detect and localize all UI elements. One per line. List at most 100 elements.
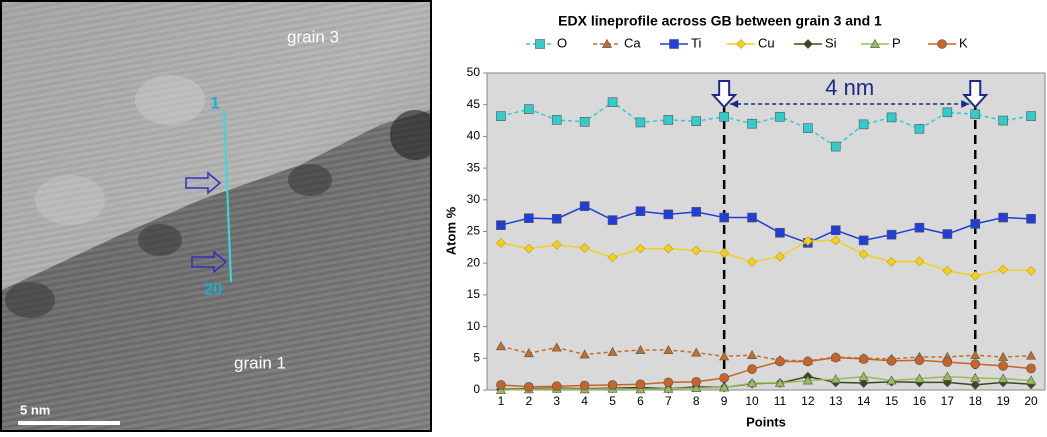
point bbox=[580, 381, 589, 390]
point bbox=[887, 230, 896, 239]
point bbox=[775, 357, 784, 366]
point bbox=[748, 213, 757, 222]
x-tick-label: 4 bbox=[581, 394, 588, 408]
y-axis-label: Atom % bbox=[443, 206, 458, 255]
point bbox=[552, 214, 561, 223]
x-tick-label: 11 bbox=[774, 394, 787, 408]
point bbox=[804, 40, 813, 49]
x-tick-label: 20 bbox=[1024, 394, 1038, 408]
point bbox=[552, 382, 561, 391]
point bbox=[943, 358, 952, 367]
micrograph bbox=[2, 2, 440, 430]
y-tick-label: 25 bbox=[467, 224, 481, 238]
grain-label: grain 1 bbox=[234, 353, 286, 372]
x-tick-label: 13 bbox=[829, 394, 843, 408]
point bbox=[580, 202, 589, 211]
scale-bar-label: 5 nm bbox=[20, 402, 50, 417]
legend-label: Si bbox=[825, 35, 837, 50]
y-tick-label: 0 bbox=[473, 382, 480, 396]
point bbox=[775, 228, 784, 237]
y-tick-label: 35 bbox=[467, 160, 481, 174]
point bbox=[608, 380, 617, 389]
page: {"micrograph": {"grain_top": "grain 3", … bbox=[0, 0, 1047, 437]
point bbox=[1027, 364, 1036, 373]
x-tick-label: 9 bbox=[721, 394, 728, 408]
point bbox=[664, 115, 673, 124]
point bbox=[887, 356, 896, 365]
x-axis-label: Points bbox=[746, 414, 786, 429]
point bbox=[775, 112, 784, 121]
x-tick-label: 18 bbox=[969, 394, 983, 408]
point bbox=[915, 124, 924, 133]
annotation: 4 nm bbox=[825, 75, 874, 100]
legend-label: Ti bbox=[691, 35, 701, 50]
grain-label: grain 3 bbox=[287, 27, 339, 46]
point bbox=[580, 117, 589, 126]
point bbox=[608, 98, 617, 107]
x-tick-label: 3 bbox=[553, 394, 560, 408]
point bbox=[496, 221, 505, 230]
x-tick-label: 8 bbox=[693, 394, 700, 408]
point bbox=[720, 373, 729, 382]
y-tick-label: 15 bbox=[467, 287, 481, 301]
point bbox=[943, 108, 952, 117]
point bbox=[915, 356, 924, 365]
point bbox=[737, 40, 746, 49]
y-tick-label: 40 bbox=[467, 129, 481, 143]
point bbox=[943, 230, 952, 239]
x-tick-label: 5 bbox=[609, 394, 616, 408]
point bbox=[971, 360, 980, 369]
y-tick-label: 45 bbox=[467, 97, 481, 111]
point bbox=[692, 117, 701, 126]
point bbox=[664, 378, 673, 387]
point bbox=[859, 236, 868, 245]
point bbox=[536, 40, 545, 49]
x-tick-label: 7 bbox=[665, 394, 672, 408]
x-tick-label: 2 bbox=[526, 394, 533, 408]
x-tick-label: 17 bbox=[941, 394, 955, 408]
legend-label: Ca bbox=[624, 35, 641, 50]
point bbox=[1027, 112, 1036, 121]
point bbox=[859, 354, 868, 363]
x-tick-label: 19 bbox=[996, 394, 1010, 408]
point bbox=[999, 361, 1008, 370]
y-tick-label: 10 bbox=[467, 319, 481, 333]
point bbox=[692, 377, 701, 386]
legend-label: O bbox=[557, 35, 567, 50]
x-tick-label: 14 bbox=[857, 394, 871, 408]
point bbox=[1027, 214, 1036, 223]
point bbox=[938, 40, 947, 49]
chart-title: EDX lineprofile across GB between grain … bbox=[558, 13, 882, 29]
point bbox=[496, 112, 505, 121]
x-tick-label: 12 bbox=[801, 394, 815, 408]
point bbox=[636, 207, 645, 216]
point bbox=[803, 357, 812, 366]
point bbox=[748, 119, 757, 128]
x-tick-label: 6 bbox=[637, 394, 644, 408]
figure: grain 3 grain 1 1 20 5 nm EDX lineprofil… bbox=[0, 0, 1047, 432]
x-tick-label: 16 bbox=[913, 394, 927, 408]
point bbox=[524, 214, 533, 223]
point bbox=[636, 380, 645, 389]
legend-label: Cu bbox=[758, 35, 775, 50]
point bbox=[859, 120, 868, 129]
legend-label: P bbox=[892, 35, 901, 50]
point bbox=[971, 110, 980, 119]
point bbox=[831, 226, 840, 235]
x-tick-label: 15 bbox=[885, 394, 899, 408]
point bbox=[720, 213, 729, 222]
point bbox=[692, 207, 701, 216]
point bbox=[496, 380, 505, 389]
point bbox=[664, 210, 673, 219]
point bbox=[670, 40, 679, 49]
point bbox=[524, 382, 533, 391]
point bbox=[803, 124, 812, 133]
x-tick-label: 10 bbox=[745, 394, 759, 408]
y-tick-label: 5 bbox=[473, 350, 480, 364]
point bbox=[831, 353, 840, 362]
point bbox=[971, 219, 980, 228]
line-start-label: 1 bbox=[210, 93, 219, 112]
point bbox=[524, 105, 533, 114]
point bbox=[887, 113, 896, 122]
y-tick-label: 50 bbox=[467, 65, 481, 79]
